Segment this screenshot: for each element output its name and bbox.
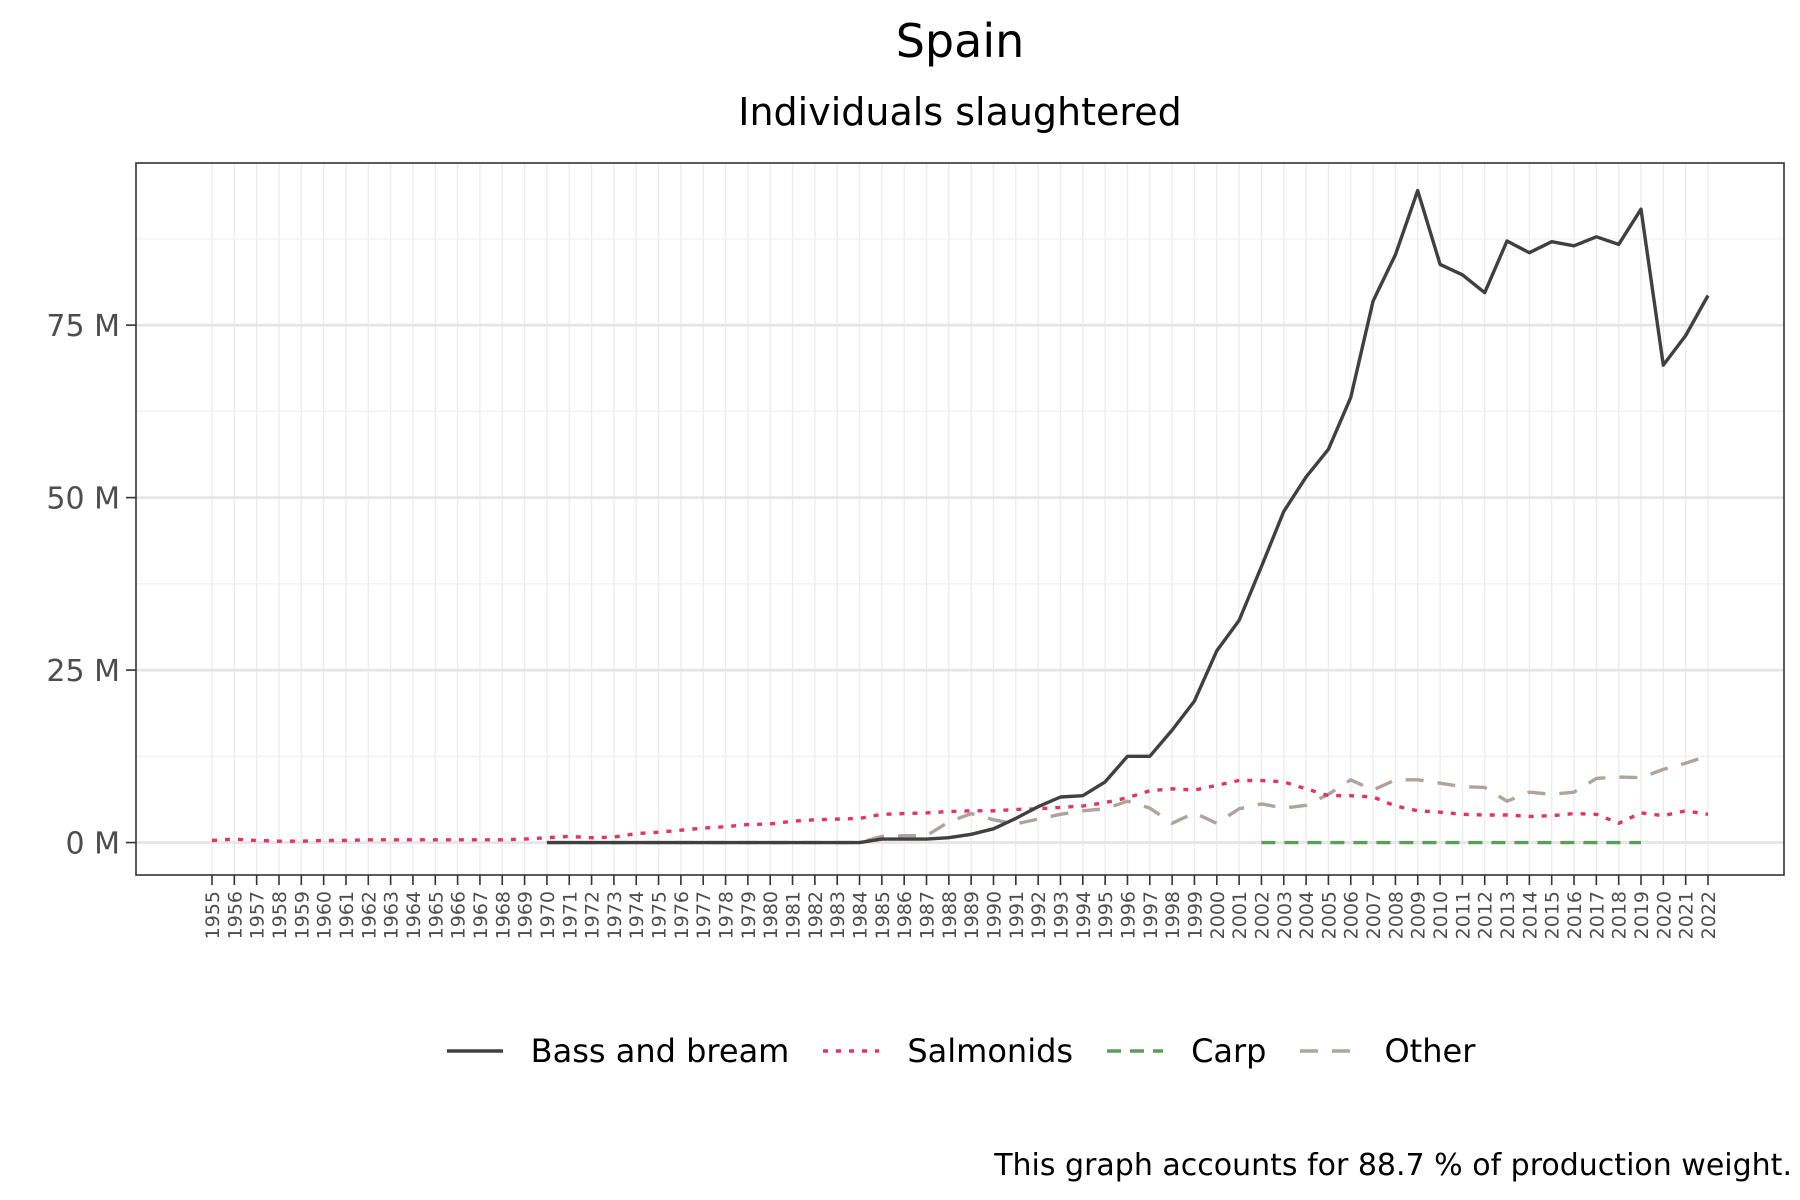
legend: Bass and bream Salmonids Carp Other bbox=[0, 1032, 1800, 1070]
y-tick-label: 25 M bbox=[46, 654, 120, 689]
x-tick-label: 2010 bbox=[1430, 891, 1452, 939]
x-tick-label: 2006 bbox=[1341, 891, 1363, 939]
x-tick-label: 1973 bbox=[604, 891, 626, 939]
y-tick-label: 50 M bbox=[46, 482, 120, 517]
x-tick-label: 1960 bbox=[314, 891, 336, 939]
x-tick-label: 2011 bbox=[1452, 891, 1474, 939]
x-tick-label: 1975 bbox=[649, 891, 671, 939]
x-tick-label: 1996 bbox=[1117, 891, 1139, 939]
x-tick-label: 1958 bbox=[269, 891, 291, 939]
x-tick-label: 1993 bbox=[1050, 891, 1072, 939]
chart-title: Spain bbox=[895, 14, 1025, 68]
legend-key-salmonids bbox=[823, 1049, 880, 1053]
x-tick-label: 2009 bbox=[1408, 891, 1430, 939]
chart-subtitle: Individuals slaughtered bbox=[738, 90, 1182, 134]
x-tick-label: 1967 bbox=[470, 891, 492, 939]
legend-item-carp: Carp bbox=[1105, 1032, 1266, 1070]
series-layer bbox=[211, 188, 1710, 845]
x-tick-label: 1979 bbox=[738, 891, 760, 939]
x-tick-label: 2012 bbox=[1475, 891, 1497, 939]
x-tick-label: 1999 bbox=[1184, 891, 1206, 939]
x-tick-label: 1966 bbox=[448, 891, 470, 939]
x-tick-label: 1980 bbox=[760, 891, 782, 939]
x-tick-label: 2000 bbox=[1207, 891, 1229, 939]
x-tick-label: 1985 bbox=[872, 891, 894, 939]
x-tick-label: 1970 bbox=[537, 891, 559, 939]
y-tick-label: 0 M bbox=[65, 827, 120, 862]
legend-item-bass-and-bream: Bass and bream bbox=[445, 1032, 790, 1070]
x-tick-label: 2021 bbox=[1676, 891, 1698, 939]
x-tick-label: 2014 bbox=[1519, 891, 1541, 939]
x-tick-label: 2019 bbox=[1631, 891, 1653, 939]
x-tick-label: 1968 bbox=[492, 891, 514, 939]
x-tick-label: 1994 bbox=[1073, 891, 1095, 939]
x-tick-label: 2007 bbox=[1363, 891, 1385, 939]
x-tick-label: 2016 bbox=[1564, 891, 1586, 939]
y-tick-label: 75 M bbox=[46, 309, 120, 344]
x-tick-label: 1961 bbox=[336, 891, 358, 939]
x-tick-label: 1986 bbox=[894, 891, 916, 939]
x-tick-label: 1971 bbox=[559, 891, 581, 939]
x-tick-label: 1957 bbox=[247, 891, 269, 939]
x-tick-label: 1965 bbox=[425, 891, 447, 939]
legend-key-carp bbox=[1107, 1049, 1164, 1053]
x-tick-label: 1988 bbox=[939, 891, 961, 939]
x-tick-label: 1955 bbox=[202, 891, 224, 939]
series-line-salmonids bbox=[211, 778, 1709, 843]
x-tick-label: 1959 bbox=[291, 891, 313, 939]
legend-key-other bbox=[1300, 1049, 1357, 1053]
x-tick-label: 2018 bbox=[1609, 891, 1631, 939]
x-tick-label: 1974 bbox=[626, 891, 648, 939]
x-tick-label: 1989 bbox=[961, 891, 983, 939]
legend-label-carp: Carp bbox=[1191, 1032, 1267, 1070]
x-tick-label: 1977 bbox=[693, 891, 715, 939]
legend-label-salmonids: Salmonids bbox=[907, 1032, 1074, 1070]
x-tick-label: 1981 bbox=[783, 891, 805, 939]
x-tick-label: 1969 bbox=[515, 891, 537, 939]
x-tick-label: 1964 bbox=[403, 891, 425, 939]
caption: This graph accounts for 88.7 % of produc… bbox=[994, 1148, 1792, 1183]
x-tick-label: 1992 bbox=[1028, 891, 1050, 939]
grid-layer bbox=[136, 163, 1784, 875]
x-tick-label: 2017 bbox=[1586, 891, 1608, 939]
x-tick-label: 1987 bbox=[917, 891, 939, 939]
x-tick-label: 1995 bbox=[1095, 891, 1117, 939]
x-tick-label: 2003 bbox=[1274, 891, 1296, 939]
x-tick-label: 1978 bbox=[716, 891, 738, 939]
x-tick-label: 1963 bbox=[381, 891, 403, 939]
x-tick-label: 2004 bbox=[1296, 891, 1318, 939]
x-tick-label: 1972 bbox=[582, 891, 604, 939]
x-tick-label: 1983 bbox=[827, 891, 849, 939]
legend-item-salmonids: Salmonids bbox=[821, 1032, 1073, 1070]
legend-key-bass-and-bream bbox=[446, 1049, 503, 1053]
x-tick-label: 2022 bbox=[1698, 891, 1720, 939]
legend-label-other: Other bbox=[1384, 1032, 1476, 1070]
x-tick-label: 1998 bbox=[1162, 891, 1184, 939]
x-tick-label: 1984 bbox=[850, 891, 872, 939]
x-tick-label: 2005 bbox=[1318, 891, 1340, 939]
x-tick-label: 1997 bbox=[1140, 891, 1162, 939]
plot-panel-border bbox=[135, 162, 1785, 876]
x-tick-label: 1990 bbox=[983, 891, 1005, 939]
legend-label-bass-and-bream: Bass and bream bbox=[530, 1032, 790, 1070]
x-tick-label: 2020 bbox=[1653, 891, 1675, 939]
series-line-bass-and-bream bbox=[546, 188, 1710, 845]
x-tick-label: 1962 bbox=[358, 891, 380, 939]
x-tick-label: 2002 bbox=[1251, 891, 1273, 939]
x-tick-label: 1956 bbox=[224, 891, 246, 939]
x-tick-label: 2013 bbox=[1497, 891, 1519, 939]
x-tick-label: 1991 bbox=[1006, 891, 1028, 939]
x-tick-label: 2015 bbox=[1542, 891, 1564, 939]
x-tick-label: 2008 bbox=[1385, 891, 1407, 939]
x-tick-label: 2001 bbox=[1229, 891, 1251, 939]
legend-item-other: Other bbox=[1298, 1032, 1475, 1070]
x-tick-label: 1982 bbox=[805, 891, 827, 939]
x-tick-label: 1976 bbox=[671, 891, 693, 939]
